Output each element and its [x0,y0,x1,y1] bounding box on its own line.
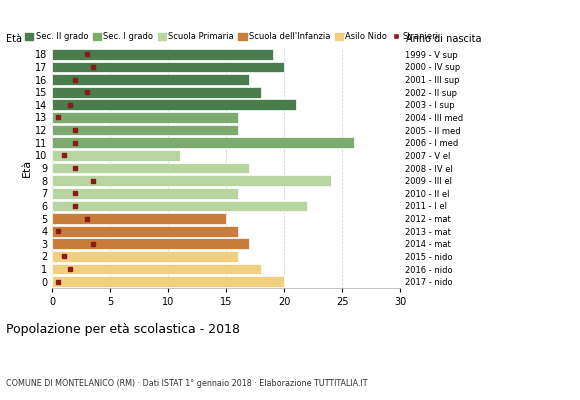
Bar [52,226,238,236]
Bar [52,150,180,161]
Bar [52,238,249,249]
Legend: Sec. II grado, Sec. I grado, Scuola Primaria, Scuola dell'Infanzia, Asilo Nido, : Sec. II grado, Sec. I grado, Scuola Prim… [25,32,438,42]
Text: Età: Età [6,34,22,44]
Bar [52,112,238,123]
Bar [52,163,249,173]
Text: Popolazione per età scolastica - 2018: Popolazione per età scolastica - 2018 [6,323,240,336]
Bar [52,251,238,262]
Bar [52,188,238,199]
Bar [52,62,284,72]
Text: Anno di nascita: Anno di nascita [406,34,481,44]
Y-axis label: Età: Età [22,159,32,177]
Bar [52,213,226,224]
Bar [52,264,261,274]
Bar [52,175,331,186]
Text: COMUNE DI MONTELANICO (RM) · Dati ISTAT 1° gennaio 2018 · Elaborazione TUTTITALI: COMUNE DI MONTELANICO (RM) · Dati ISTAT … [6,379,367,388]
Bar [52,200,307,211]
Bar [52,100,296,110]
Bar [52,74,249,85]
Bar [52,49,273,60]
Bar [52,276,284,287]
Bar [52,87,261,98]
Bar [52,125,238,136]
Bar [52,137,354,148]
